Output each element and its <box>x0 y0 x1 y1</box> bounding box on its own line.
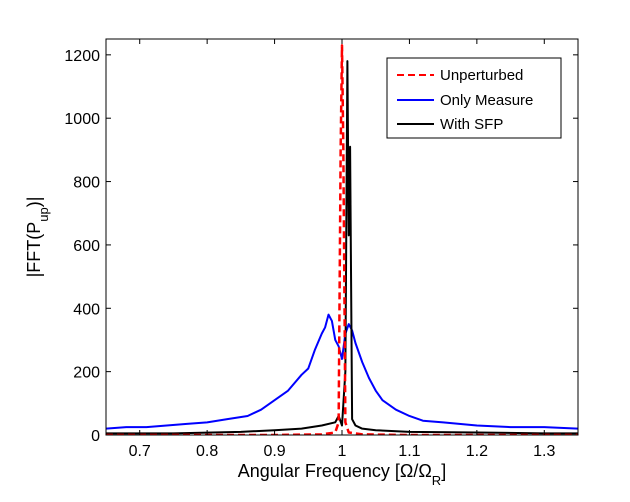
x-tick-label: 1 <box>338 443 347 460</box>
y-tick-label: 400 <box>73 301 100 318</box>
y-tick-label: 200 <box>73 365 100 382</box>
x-tick-label: 1.2 <box>466 443 488 460</box>
legend-label-only-measure: Only Measure <box>440 92 533 109</box>
x-tick-label: 1.1 <box>398 443 420 460</box>
x-axis-title: Angular Frequency [Ω/ΩR] <box>238 461 446 488</box>
x-tick-label: 0.9 <box>263 443 285 460</box>
y-axis-title-main: |FFT(P <box>24 222 44 278</box>
y-tick-label: 600 <box>73 238 100 255</box>
x-tick-label: 0.7 <box>129 443 151 460</box>
x-axis-title-end: ] <box>441 461 446 481</box>
series-line-unperturbed <box>106 44 578 435</box>
x-tick-label: 1.3 <box>533 443 555 460</box>
x-axis-title-main: Angular Frequency [Ω/Ω <box>238 461 432 481</box>
series-line-with-sfp <box>106 60 578 435</box>
y-axis-title-end: )| <box>24 197 44 208</box>
y-tick-label: 800 <box>73 175 100 192</box>
series-layer <box>106 44 578 435</box>
series-line-only-measure <box>106 313 578 430</box>
legend-label-unperturbed: Unperturbed <box>440 67 523 84</box>
y-tick-label: 0 <box>91 428 100 445</box>
y-axis-title-sub: up <box>36 207 51 221</box>
y-axis-title: |FFT(Pup)| <box>24 197 51 278</box>
x-axis-title-sub: R <box>432 473 441 488</box>
ticks-layer: 0.7 0.8 0.9 1 1.1 1.2 1.3 0 200 400 600 800 1000 1200 <box>64 39 578 460</box>
legend-label-with-sfp: With SFP <box>440 116 503 133</box>
legend: Unperturbed Only Measure With SFP <box>386 57 562 139</box>
y-tick-label: 1200 <box>64 48 100 65</box>
x-tick-label: 0.8 <box>196 443 218 460</box>
y-tick-label: 1000 <box>64 111 100 128</box>
